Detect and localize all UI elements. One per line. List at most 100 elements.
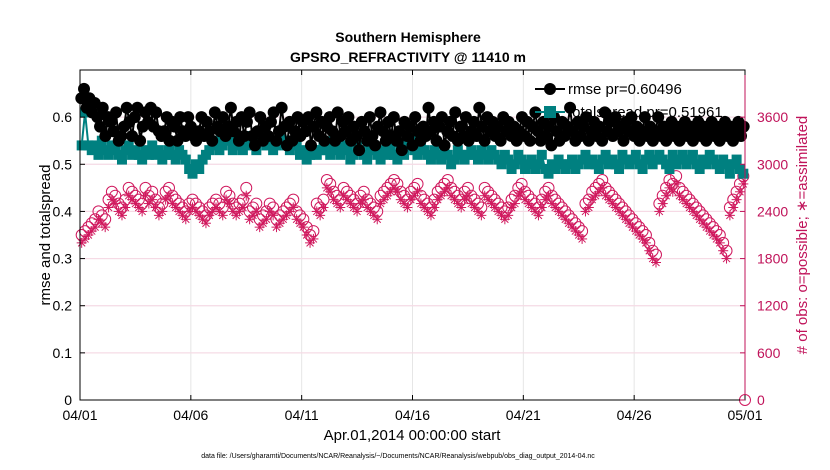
assimilated-obs-point — [718, 245, 729, 256]
assimilated-obs-point — [536, 202, 547, 213]
asterisk-stroke — [262, 215, 271, 224]
rmse-point — [94, 120, 107, 133]
totalspread-point — [738, 168, 749, 179]
asterisk-stroke — [228, 207, 237, 216]
asterisk-stroke — [151, 203, 160, 212]
asterisk-stroke — [97, 219, 106, 228]
asterisk-stroke — [621, 215, 630, 224]
asterisk-stroke — [316, 211, 324, 220]
rmse-point — [494, 134, 507, 147]
rmse-point — [478, 134, 491, 147]
asterisk-stroke — [645, 246, 654, 255]
rmse-point — [120, 101, 133, 114]
totalspread-point — [362, 154, 373, 165]
totalspread-point — [644, 149, 655, 160]
asterisk-stroke — [114, 207, 123, 216]
y-left-tick-label: 0.4 — [53, 203, 73, 219]
assimilated-obs-point — [442, 182, 453, 193]
y-right-tick-label: 1200 — [757, 298, 788, 314]
totalspread-point — [103, 149, 114, 160]
assimilated-obs-point — [533, 210, 544, 221]
asterisk-stroke — [178, 211, 187, 220]
asterisk-stroke — [524, 199, 533, 208]
assimilated-obs-point — [728, 202, 739, 213]
asterisk-stroke — [490, 203, 499, 212]
assimilated-obs-point — [318, 202, 329, 213]
asterisk-stroke — [467, 199, 476, 208]
asterisk-stroke — [94, 215, 103, 224]
rmse-point — [564, 101, 577, 114]
asterisk-stroke — [605, 195, 613, 204]
assimilated-obs-point — [298, 222, 309, 233]
rmse-point — [206, 134, 219, 147]
assimilated-obs-point — [261, 214, 272, 225]
asterisk-stroke — [568, 223, 576, 231]
data-file-footnote: data file: /Users/gharamti/Documents/NCA… — [201, 453, 595, 460]
asterisk-stroke — [675, 191, 684, 200]
rmse-point — [409, 111, 422, 124]
rmse-point — [596, 134, 609, 147]
x-tick-label: 04/26 — [617, 407, 652, 423]
totalspread-point — [664, 164, 675, 174]
rmse-point — [617, 134, 630, 147]
asterisk-stroke — [625, 219, 633, 228]
asterisk-stroke — [534, 211, 543, 220]
assimilated-obs-point — [392, 186, 403, 197]
asterisk-stroke — [299, 223, 308, 231]
assimilated-obs-point — [140, 190, 151, 201]
asterisk-stroke — [430, 203, 439, 212]
asterisk-stroke — [537, 203, 546, 212]
asterisk-stroke — [598, 184, 607, 192]
asterisk-stroke — [628, 223, 637, 231]
asterisk-stroke — [453, 199, 462, 208]
asterisk-stroke — [343, 195, 351, 204]
asterisk-stroke — [366, 207, 375, 216]
totalspread-point — [630, 149, 641, 160]
rmse-point — [598, 106, 611, 119]
legend-rmse-label: rmse pr=0.60496 — [568, 81, 682, 98]
totalspread-point — [567, 154, 578, 165]
rmse-point — [128, 111, 141, 124]
asterisk-stroke — [578, 235, 586, 243]
totalspread-point — [724, 168, 735, 179]
asterisk-stroke — [302, 231, 311, 239]
rmse-point — [401, 130, 414, 142]
asterisk-stroke — [292, 215, 301, 224]
rmse-point — [638, 111, 651, 124]
totalspread-point — [241, 140, 252, 151]
asterisk-stroke — [195, 211, 204, 220]
asterisk-stroke — [665, 184, 674, 192]
asterisk-stroke — [494, 207, 502, 216]
asterisk-stroke — [470, 203, 479, 212]
asterisk-stroke — [121, 203, 130, 212]
totalspread-point — [187, 168, 198, 179]
totalspread-point — [721, 159, 732, 170]
asterisk-stroke — [417, 199, 425, 208]
asterisk-stroke — [584, 203, 593, 212]
y-left-tick-label: 0.3 — [53, 251, 73, 267]
asterisk-stroke — [370, 211, 378, 220]
asterisk-stroke — [531, 207, 539, 216]
asterisk-stroke — [192, 207, 200, 216]
assimilated-obs-point — [335, 202, 346, 213]
totalspread-point — [687, 149, 698, 160]
asterisk-stroke — [400, 199, 408, 208]
totalspread-point — [580, 149, 591, 160]
asterisk-stroke — [353, 207, 361, 216]
rmse-point — [353, 144, 366, 157]
totalspread-point — [496, 159, 507, 170]
y-left-tick-label: 0.2 — [53, 298, 73, 314]
asterisk-stroke — [175, 207, 183, 216]
assimilated-obs-point — [516, 186, 527, 197]
totalspread-point — [536, 149, 547, 160]
asterisk-stroke — [225, 199, 234, 208]
asterisk-stroke — [239, 203, 247, 212]
rmse-point — [395, 144, 408, 157]
asterisk-stroke — [134, 203, 143, 212]
rmse-point — [443, 115, 456, 128]
rmse-point — [264, 115, 277, 128]
totalspread-point — [76, 140, 87, 151]
asterisk-stroke — [631, 227, 640, 235]
assimilated-obs-point — [301, 230, 312, 240]
asterisk-stroke — [359, 195, 368, 204]
